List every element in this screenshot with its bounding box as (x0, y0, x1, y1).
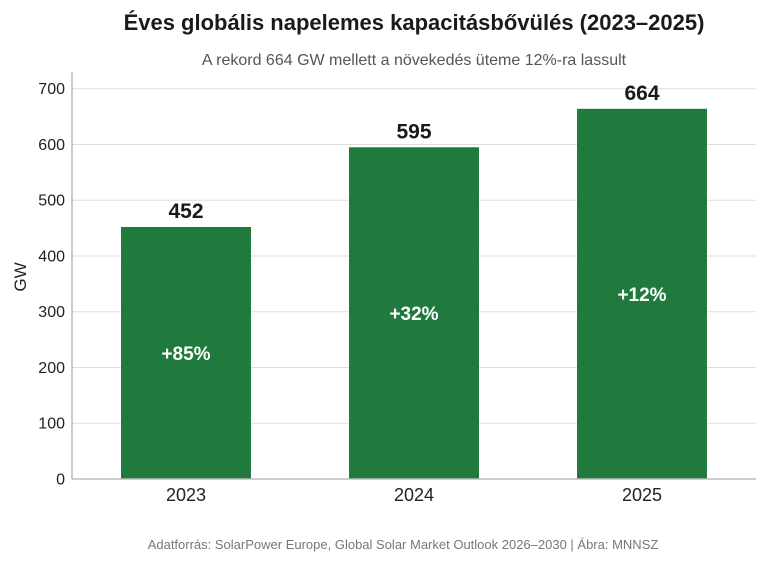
chart-title: Éves globális napelemes kapacitásbővülés… (123, 10, 705, 35)
x-tick-label: 2024 (394, 485, 434, 505)
chart-subtitle: A rekord 664 GW mellett a növekedés ütem… (201, 52, 627, 69)
y-axis-ticks: 0 100 200 300 400 500 600 700 (38, 81, 65, 488)
y-tick-label: 600 (38, 137, 65, 154)
y-tick-label: 0 (56, 472, 65, 489)
bars: 452 +85% 595 +32% 664 +12% (121, 82, 707, 480)
bar-2023 (121, 226, 251, 479)
y-tick-label: 100 (38, 416, 65, 433)
x-axis-ticks: 2023 2024 2025 (166, 485, 662, 505)
growth-label: +32% (389, 304, 438, 325)
bar-2025 (577, 108, 707, 480)
value-label: 664 (624, 82, 659, 105)
growth-label: +12% (617, 285, 666, 306)
y-tick-label: 400 (38, 248, 65, 265)
growth-label: +85% (161, 344, 210, 365)
y-tick-label: 200 (38, 360, 65, 377)
y-tick-label: 500 (38, 193, 65, 210)
value-label: 452 (168, 200, 203, 223)
source-footer: Adatforrás: SolarPower Europe, Global So… (147, 537, 659, 552)
y-axis-title: GW (11, 262, 30, 291)
y-tick-label: 300 (38, 304, 65, 321)
x-tick-label: 2025 (622, 485, 662, 505)
x-tick-label: 2023 (166, 485, 206, 505)
y-tick-label: 700 (38, 81, 65, 98)
bar-2024 (349, 147, 479, 479)
value-label: 595 (396, 120, 431, 143)
